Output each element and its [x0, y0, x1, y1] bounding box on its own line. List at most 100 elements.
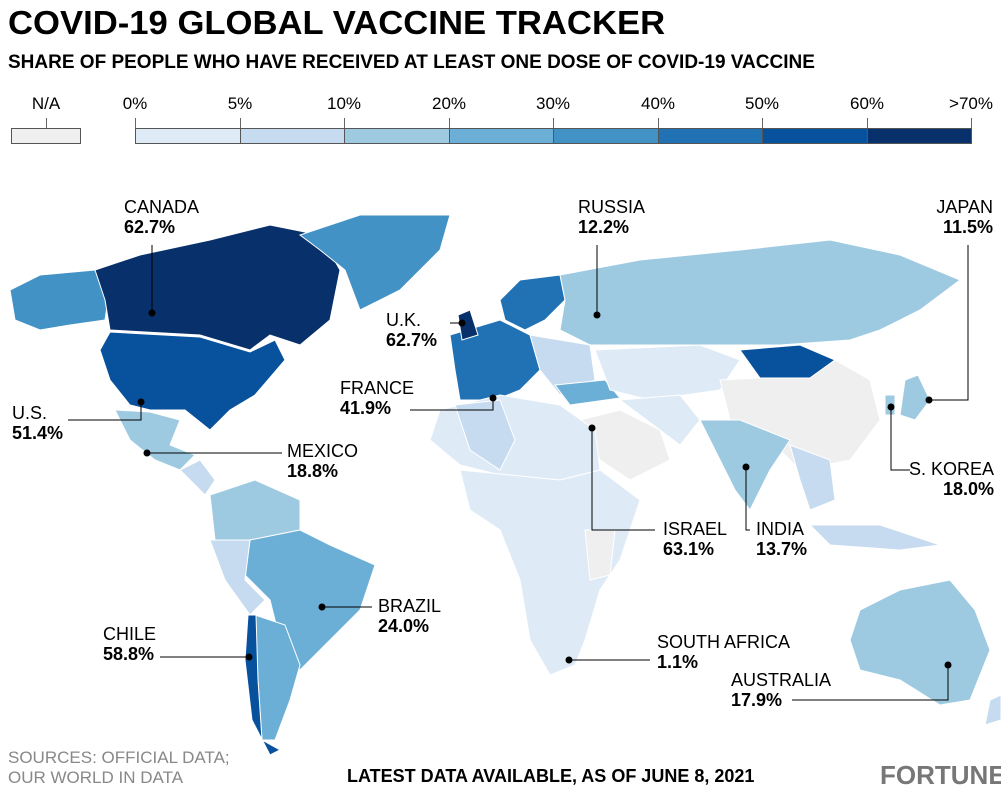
location-dot [887, 403, 895, 411]
legend-na-swatch [11, 128, 81, 144]
location-dot [944, 661, 952, 669]
country-value: 1.1% [657, 652, 699, 672]
legend-tick [762, 118, 763, 128]
country-value: 63.1% [663, 539, 715, 559]
region-new-zealand [984, 694, 1001, 726]
region-uk [457, 309, 479, 341]
region-east-africa-na [584, 529, 616, 581]
legend-tick-label: 40% [640, 94, 676, 113]
country-value: 58.8% [103, 644, 155, 664]
country-name: RUSSIA [578, 197, 646, 217]
sources-note: SOURCES: OFFICIAL DATA; OUR WORLD IN DAT… [8, 748, 230, 788]
annotation-canada: CANADA 62.7% [124, 197, 199, 237]
country-value: 18.0% [942, 479, 994, 499]
legend-tick-label: 50% [744, 94, 780, 113]
legend-tick [971, 118, 972, 128]
region-japan [899, 374, 931, 421]
location-dot [143, 449, 151, 457]
region-alaska [9, 269, 111, 331]
annotation-israel: ISRAEL 63.1% [663, 519, 727, 559]
annotation-japan: JAPAN 11.5% [936, 197, 993, 237]
country-name: FRANCE [340, 378, 415, 398]
country-value: 62.7% [386, 330, 438, 350]
map-title: COVID-19 GLOBAL VACCINE TRACKER [8, 4, 666, 41]
country-name: MEXICO [287, 441, 359, 461]
map-subtitle: SHARE OF PEOPLE WHO HAVE RECEIVED AT LEA… [8, 52, 815, 73]
leader-line [745, 467, 750, 531]
country-name: U.K. [386, 310, 422, 330]
country-name: SOUTH AFRICA [657, 632, 791, 652]
location-dot [148, 309, 156, 317]
location-dot [925, 396, 933, 404]
legend-tick [553, 118, 554, 128]
annotation-india: INDIA 13.7% [756, 519, 807, 559]
region-usa [99, 331, 286, 431]
country-value: 18.8% [287, 461, 339, 481]
annotation-russia: RUSSIA 12.2% [578, 197, 645, 237]
country-name: AUSTRALIA [731, 670, 832, 690]
region-chile [244, 614, 282, 756]
sources-line: SOURCES: OFFICIAL DATA; [8, 748, 230, 767]
leader-line [68, 402, 142, 421]
region-central-america [179, 459, 216, 496]
region-indonesia [808, 524, 941, 551]
country-name: JAPAN [936, 197, 993, 217]
data-date-note: LATEST DATA AVAILABLE, AS OF JUNE 8, 202… [347, 766, 755, 786]
legend-tick-label: 10% [326, 94, 362, 113]
legend-tick-label: 0% [122, 94, 148, 113]
legend-tick [867, 118, 868, 128]
region-western-europe [449, 319, 541, 401]
region-central-asia [594, 344, 741, 401]
country-value: 24.0% [378, 616, 430, 636]
country-name: BRAZIL [378, 596, 442, 616]
annotation-u-k: U.K. 62.7% [386, 310, 437, 350]
country-name: U.S. [12, 403, 48, 423]
location-dot [458, 319, 466, 327]
legend-tick [658, 118, 659, 128]
region-turkey [554, 379, 621, 406]
region-mexico [114, 409, 196, 471]
location-dot [593, 311, 601, 319]
region-greenland [298, 214, 451, 311]
annotation-south-africa: SOUTH AFRICA 1.1% [657, 632, 790, 672]
region-south-america-north [209, 479, 301, 541]
legend-swatch [867, 128, 972, 144]
country-name: INDIA [756, 519, 805, 539]
legend-tick [449, 118, 450, 128]
country-value: 11.5% [942, 217, 993, 237]
legend-na-label: N/A [31, 94, 61, 113]
annotation-chile: CHILE 58.8% [103, 624, 156, 664]
leader-line [890, 407, 910, 471]
region-middle-east [579, 409, 671, 481]
leader-line [591, 428, 655, 531]
annotation-australia: AUSTRALIA 17.9% [731, 670, 831, 710]
fortune-logo: FORTUNE [880, 760, 1001, 790]
region-brazil [244, 529, 376, 671]
sources-line: OUR WORLD IN DATA [8, 768, 184, 787]
legend-tick [344, 118, 345, 128]
leader-line [929, 245, 969, 401]
country-name: S. KOREA [908, 459, 994, 479]
region-russia [559, 239, 961, 346]
legend-tick [135, 118, 136, 128]
region-australia [849, 579, 991, 706]
annotation-brazil: BRAZIL 24.0% [378, 596, 441, 636]
annotation-france: FRANCE 41.9% [340, 378, 414, 418]
country-value: 17.9% [731, 690, 783, 710]
country-value: 51.4% [12, 423, 64, 443]
country-value: 62.7% [124, 217, 176, 237]
location-dot [245, 653, 253, 661]
legend-tick-label: >70% [949, 94, 993, 113]
location-dot [489, 394, 497, 402]
legend-tick [46, 118, 47, 128]
annotation-mexico: MEXICO 18.8% [287, 441, 358, 481]
location-dot [742, 463, 750, 471]
location-dot [318, 603, 326, 611]
annotation-u-s: U.S. 51.4% [12, 403, 63, 443]
legend-tick-label: 30% [535, 94, 571, 113]
region-scandinavia [499, 274, 566, 331]
location-dot [588, 424, 596, 432]
country-value: 13.7% [756, 539, 808, 559]
